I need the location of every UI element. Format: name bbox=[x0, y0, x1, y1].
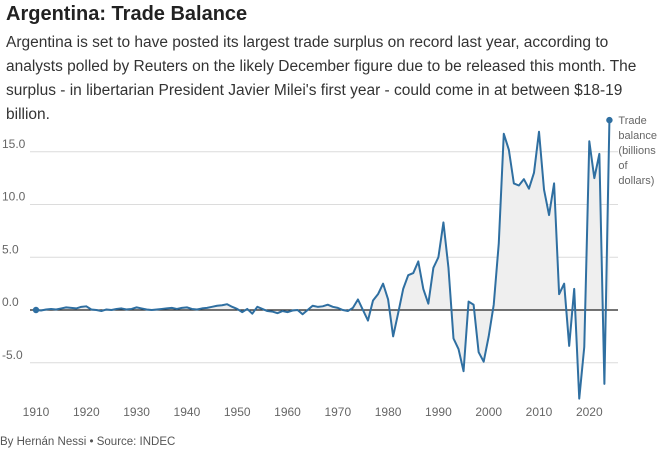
x-tick-label: 1950 bbox=[224, 405, 251, 419]
y-tick-label: 5.0 bbox=[2, 242, 19, 256]
x-tick-label: 2020 bbox=[576, 405, 603, 419]
x-tick-label: 1980 bbox=[375, 405, 402, 419]
y-axis-annotation: Trade balance (billions of dollars) bbox=[618, 115, 657, 187]
y-tick-label: -5.0 bbox=[2, 348, 23, 362]
x-tick-label: 1940 bbox=[174, 405, 201, 419]
byline: By Hernán Nessi bbox=[0, 436, 87, 448]
y-tick-label: 15.0 bbox=[2, 137, 26, 151]
x-tick-label: 1910 bbox=[23, 405, 50, 419]
chart-subtitle: Argentina is set to have posted its larg… bbox=[6, 34, 637, 123]
series-end-point bbox=[606, 116, 613, 124]
x-tick-label: 2000 bbox=[475, 405, 502, 419]
x-tick-label: 1920 bbox=[73, 405, 100, 419]
credit-separator: • bbox=[89, 436, 94, 448]
trade-balance-chart: -5.00.05.010.015.0 1910 1920 1930 1940 1950 1… bbox=[2, 115, 657, 419]
x-tick-label: 1930 bbox=[123, 405, 150, 419]
annotation-line: (billions bbox=[618, 145, 656, 157]
annotation-line: of bbox=[618, 160, 628, 172]
series-start-point bbox=[32, 306, 40, 314]
source-note: Source: INDEC bbox=[96, 436, 176, 448]
x-tick-label: 1970 bbox=[324, 405, 351, 419]
x-tick-label: 1960 bbox=[274, 405, 301, 419]
y-tick-label: 0.0 bbox=[2, 295, 19, 309]
annotation-line: Trade bbox=[618, 115, 646, 127]
chart-title: Argentina: Trade Balance bbox=[6, 3, 248, 25]
annotation-line: balance bbox=[618, 130, 657, 142]
x-axis-ticks: 1910 1920 1930 1940 1950 1960 1970 1980 1990 2000… bbox=[23, 405, 603, 419]
footer-credit: By Hernán Nessi • Source: INDEC bbox=[0, 436, 175, 448]
y-axis-ticks: -5.0 0.0 5.0 10.0 15.0 bbox=[2, 137, 26, 362]
trade-balance-area bbox=[36, 120, 610, 399]
annotation-line: dollars) bbox=[618, 175, 654, 187]
y-tick-label: 10.0 bbox=[2, 190, 26, 204]
x-tick-label: 1990 bbox=[425, 405, 452, 419]
trade-balance-line bbox=[35, 120, 611, 400]
x-tick-label: 2010 bbox=[526, 405, 553, 419]
